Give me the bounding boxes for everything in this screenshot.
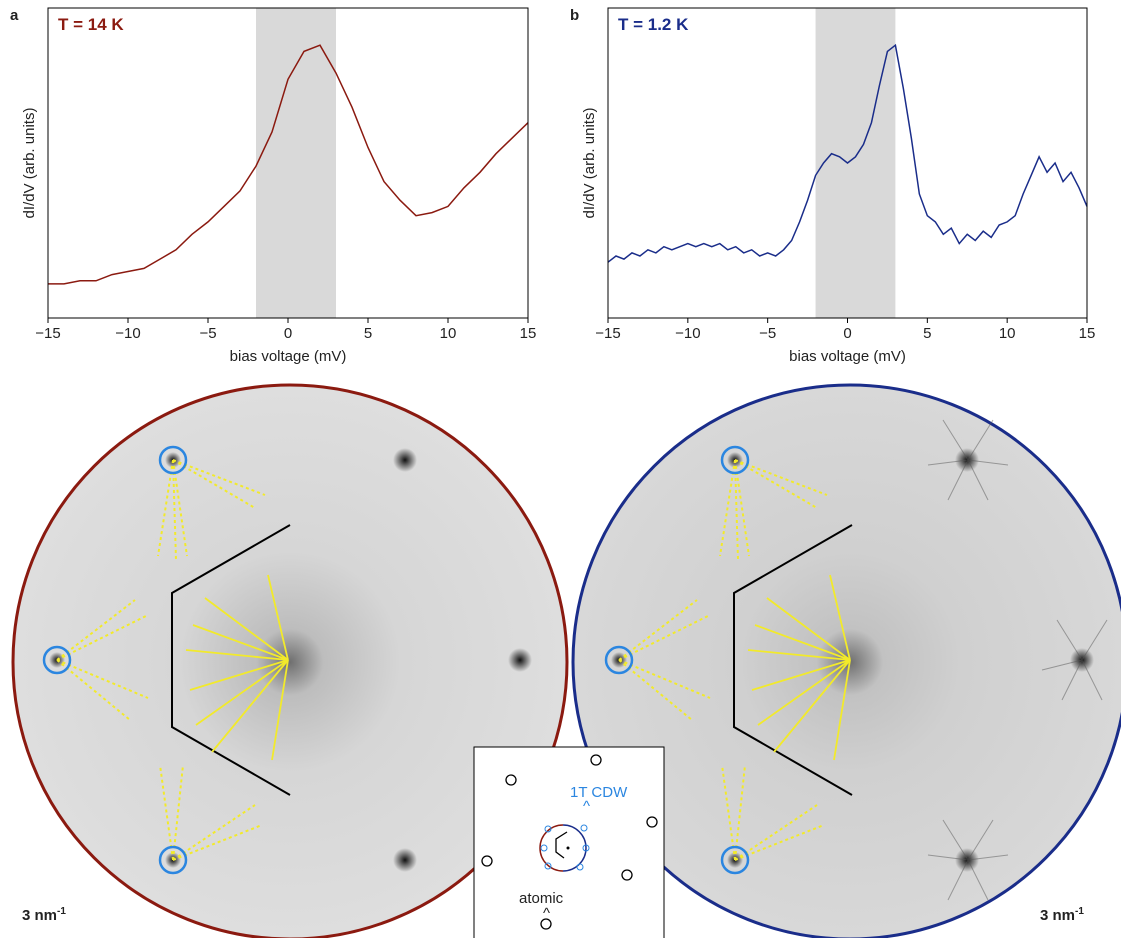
x-tick-label: −15 bbox=[35, 325, 60, 342]
y-axis-label: dI/dV (arb. units) bbox=[21, 108, 38, 219]
x-axis-label: bias voltage (mV) bbox=[789, 348, 906, 365]
y-axis-label: dI/dV (arb. units) bbox=[581, 108, 598, 219]
chart-title: T = 1.2 K bbox=[618, 15, 689, 34]
x-tick-label: 5 bbox=[364, 325, 372, 342]
x-tick-label: 10 bbox=[999, 325, 1016, 342]
x-tick-label: 15 bbox=[1079, 325, 1096, 342]
scale-label: 3 nm-1 bbox=[22, 906, 66, 924]
scale-text: 3 nm bbox=[1040, 907, 1075, 924]
chart-title: T = 14 K bbox=[58, 15, 124, 34]
scale-label: 3 nm-1 bbox=[1040, 906, 1084, 924]
scale-exponent: -1 bbox=[1075, 906, 1084, 917]
scale-text: 3 nm bbox=[22, 907, 57, 924]
x-tick-label: −5 bbox=[199, 325, 216, 342]
x-tick-label: −15 bbox=[595, 325, 620, 342]
x-tick-label: 10 bbox=[440, 325, 457, 342]
line-chart: −15 −10 −5 0 5 10 15 bias voltage (mV) dI/dV (ar… bbox=[570, 7, 1095, 365]
x-tick-label: −10 bbox=[675, 325, 700, 342]
highlight-band bbox=[816, 8, 896, 318]
scale-exponent: -1 bbox=[57, 906, 66, 917]
line-chart: −15 −10 −5 0 5 10 15 bias voltage (mV) dI/dV (ar… bbox=[10, 7, 536, 365]
highlight-band bbox=[256, 8, 336, 318]
figure: 3 nm-1 3 nm-1 ^ ^ 1T CDW atomic −15−10−5… bbox=[0, 0, 1121, 938]
inset-label: atomic bbox=[519, 890, 564, 907]
panel-label: a bbox=[10, 7, 19, 24]
x-tick-label: −5 bbox=[759, 325, 776, 342]
x-tick-label: 5 bbox=[923, 325, 931, 342]
x-tick-label: 0 bbox=[284, 325, 292, 342]
x-tick-label: −10 bbox=[115, 325, 140, 342]
panel-label: b bbox=[570, 7, 579, 24]
inset-label: 1T CDW bbox=[570, 784, 628, 801]
x-tick-label: 0 bbox=[843, 325, 851, 342]
inset: ^ ^ 1T CDW atomic bbox=[474, 747, 664, 938]
caret: ^ bbox=[543, 905, 550, 922]
x-axis-label: bias voltage (mV) bbox=[230, 348, 347, 365]
x-tick-label: 15 bbox=[520, 325, 537, 342]
